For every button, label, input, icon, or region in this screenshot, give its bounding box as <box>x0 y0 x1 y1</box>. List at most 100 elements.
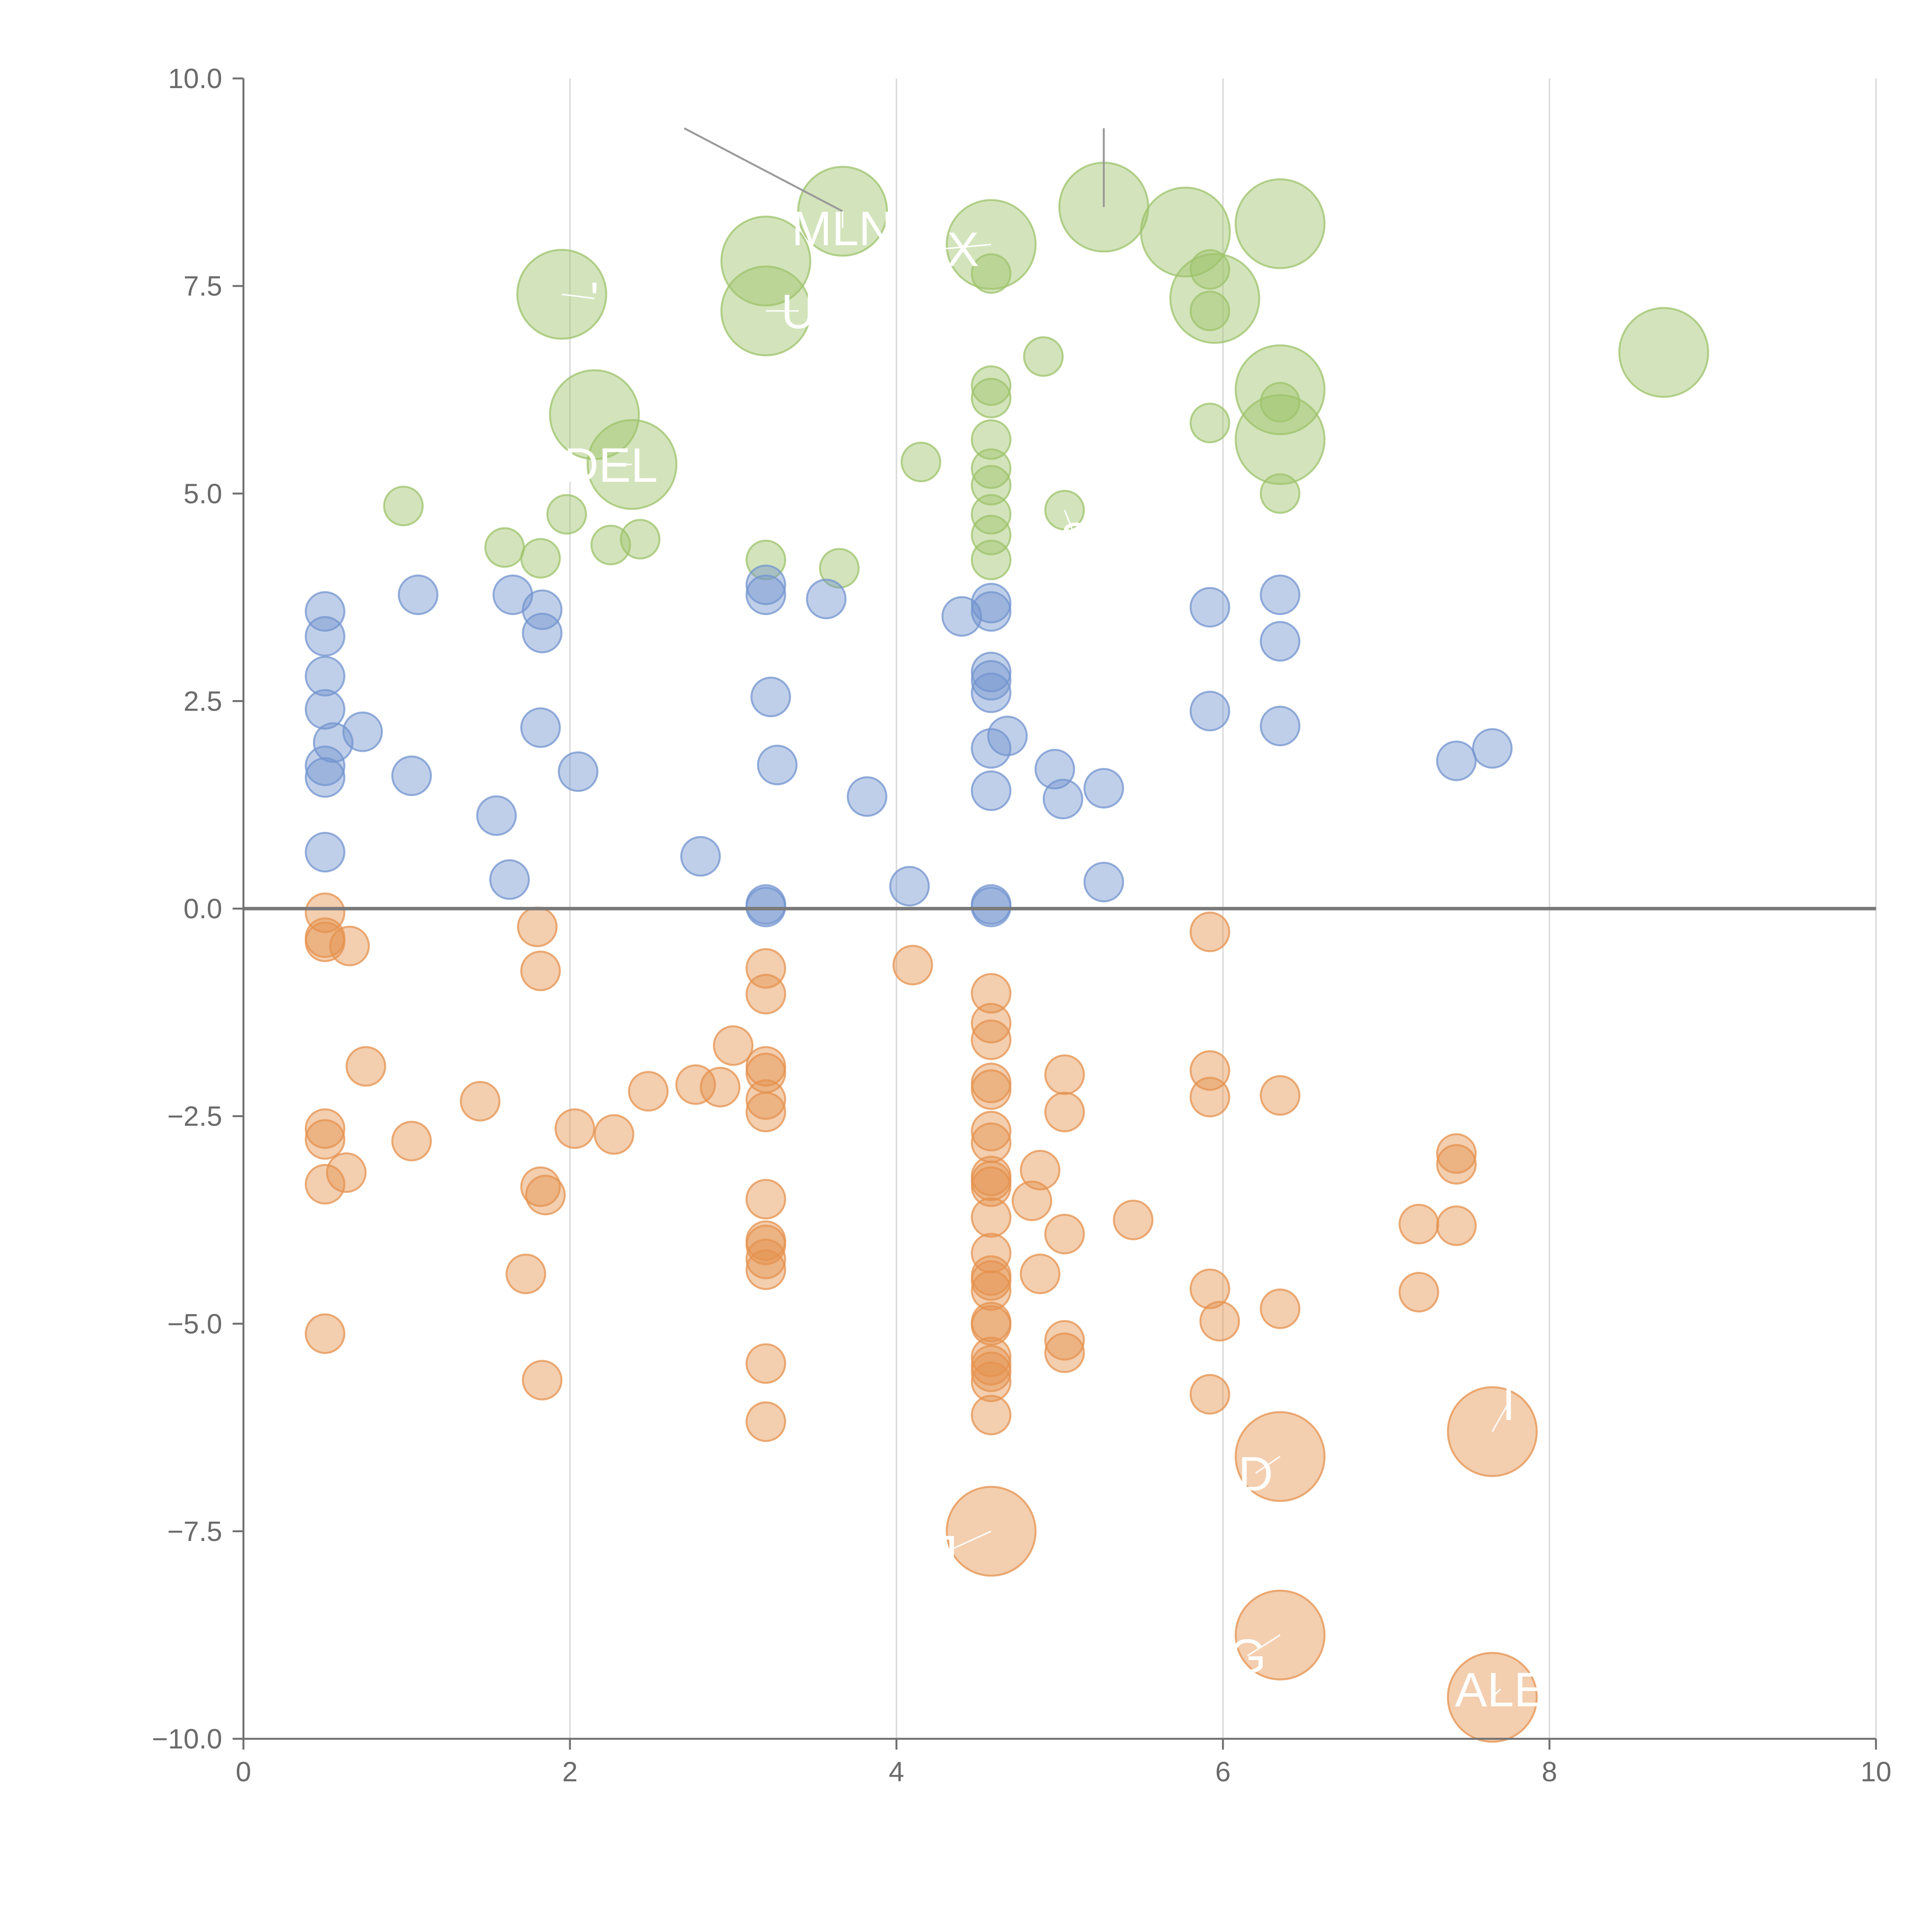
blue-bubble <box>304 757 345 798</box>
orange-bubble <box>745 1079 786 1120</box>
orange-bubble <box>745 1092 786 1133</box>
green-bubble <box>1618 307 1709 398</box>
orange-bubble <box>1044 1054 1085 1095</box>
orange-bubble <box>1020 1253 1061 1294</box>
orange-bubble <box>628 1071 669 1112</box>
annotation-label: S <box>1060 513 1092 567</box>
bubble-layer <box>304 162 1709 1743</box>
green-bubble <box>971 365 1012 406</box>
blue-bubble <box>971 660 1012 701</box>
orange-bubble <box>1260 1288 1301 1329</box>
orange-bubble <box>1260 1075 1301 1116</box>
green-bubble <box>971 378 1012 418</box>
blue-bubble <box>304 591 345 632</box>
annotation-label: U <box>781 285 816 339</box>
blue-bubble <box>522 612 563 653</box>
blue-bubble <box>1083 862 1124 903</box>
blue-bubble <box>489 859 530 900</box>
blue-bubble <box>391 755 432 796</box>
orange-bubble <box>745 1343 786 1384</box>
orange-bubble <box>522 1360 563 1401</box>
blue-bubble <box>1260 706 1301 747</box>
annotation-label: D <box>1238 1447 1273 1501</box>
orange-bubble <box>304 892 345 933</box>
axis-layer: 0 2 4 6 8 10 −10.0 −7.5 −5.0 −2.5 0.0 2.5 5.0 7.5 10.0 <box>152 63 1891 1787</box>
orange-bubble <box>1398 1272 1439 1313</box>
orange-bubble <box>304 1119 345 1160</box>
orange-bubble <box>745 974 786 1015</box>
blue-bubble <box>304 689 345 730</box>
orange-bubble <box>971 973 1012 1014</box>
orange-bubble <box>971 1069 1012 1110</box>
blue-bubble <box>757 745 798 786</box>
green-bubble <box>1260 473 1301 514</box>
annotation-leader <box>684 127 843 212</box>
green-bubble <box>1189 249 1230 290</box>
green-bubble <box>484 527 525 568</box>
green-bubble <box>546 494 587 535</box>
y-tick-label: 0.0 <box>184 894 222 925</box>
annotation-label: DEL <box>564 439 658 492</box>
blue-bubble <box>304 745 345 786</box>
blue-bubble <box>889 866 930 906</box>
annotation-connector <box>945 1531 992 1553</box>
blue-bubble <box>971 672 1012 713</box>
green-bubble <box>971 253 1012 294</box>
annotation-connector <box>1064 510 1077 540</box>
orange-bubble <box>745 1401 786 1442</box>
annotation-connector <box>1255 1456 1281 1474</box>
annotation-connector <box>1492 1688 1501 1698</box>
blue-bubble <box>745 565 786 605</box>
x-tick-label: 0 <box>236 1757 251 1787</box>
x-tick-label: 2 <box>562 1757 578 1787</box>
annotation-label: CX <box>912 223 979 276</box>
orange-bubble <box>326 1152 367 1193</box>
annotation-label: ALE <box>1455 1663 1546 1717</box>
orange-bubble <box>892 945 933 986</box>
green-bubble <box>1235 394 1326 485</box>
green-bubble <box>971 515 1012 556</box>
y-tick-label: −5.0 <box>167 1309 222 1340</box>
orange-bubble <box>971 1111 1012 1151</box>
blue-bubble <box>476 795 517 836</box>
orange-bubble <box>971 1197 1012 1238</box>
green-bubble <box>1023 336 1064 377</box>
orange-bubble <box>1189 1077 1230 1117</box>
blue-bubble <box>304 656 345 697</box>
blue-bubble <box>987 716 1028 757</box>
orange-bubble <box>700 1066 741 1107</box>
orange-bubble <box>520 951 561 992</box>
blue-bubble <box>1436 740 1477 781</box>
y-tick-label: −2.5 <box>167 1101 222 1132</box>
blue-bubble <box>750 677 791 718</box>
orange-bubble <box>1436 1205 1477 1246</box>
orange-bubble <box>1113 1199 1154 1240</box>
blue-bubble <box>492 574 533 615</box>
orange-bubble <box>1189 912 1230 952</box>
green-bubble <box>971 448 1012 489</box>
orange-bubble <box>971 1351 1012 1392</box>
blue-bubble <box>304 832 345 872</box>
blue-bubble <box>971 591 1012 632</box>
y-tick-label: 5.0 <box>184 478 222 509</box>
orange-bubble <box>745 1249 786 1290</box>
blue-bubble <box>304 616 345 657</box>
green-bubble <box>1235 344 1326 435</box>
blue-bubble <box>520 707 561 748</box>
orange-bubble <box>460 1081 501 1122</box>
orange-bubble <box>345 1046 386 1087</box>
orange-bubble <box>505 1253 546 1294</box>
green-bubble <box>720 216 811 307</box>
annotation-label: I <box>1502 1377 1515 1430</box>
orange-bubble <box>1044 1332 1085 1373</box>
blue-bubble <box>1043 779 1083 820</box>
orange-bubble <box>594 1114 634 1155</box>
blue-bubble <box>1260 574 1301 615</box>
green-bubble <box>1189 403 1230 444</box>
orange-bubble <box>525 1175 566 1216</box>
orange-bubble <box>554 1108 595 1149</box>
orange-bubble <box>1189 1269 1230 1310</box>
y-tick-label: 7.5 <box>184 271 222 302</box>
